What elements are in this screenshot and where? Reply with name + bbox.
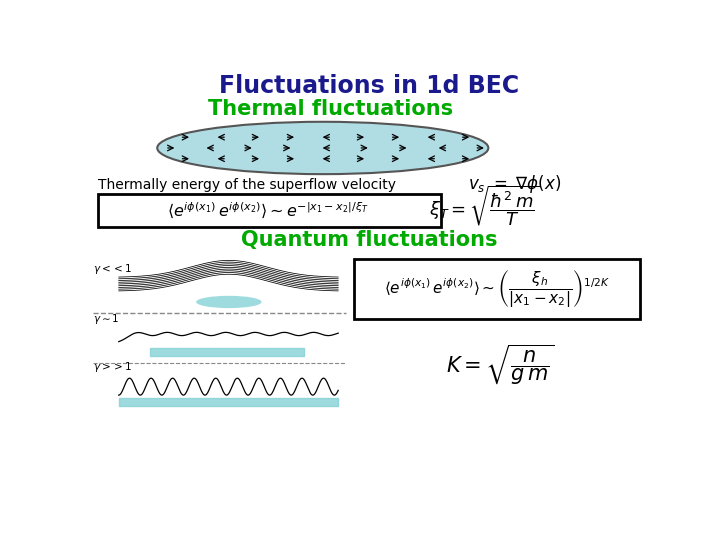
Text: $v_s \ = \ \nabla\phi(x)$: $v_s \ = \ \nabla\phi(x)$ [467,173,561,195]
Bar [354,259,640,319]
Text: Quantum fluctuations: Quantum fluctuations [240,231,498,251]
Text: $\gamma >> 1$: $\gamma >> 1$ [94,360,132,374]
Text: $K = \sqrt{\dfrac{n}{g\,m}}$: $K = \sqrt{\dfrac{n}{g\,m}}$ [446,343,554,387]
Text: $\gamma << 1$: $\gamma << 1$ [94,262,132,276]
Text: $\langle e^{i\phi(x_1)}\, e^{i\phi(x_2)} \rangle \sim e^{-|x_1-x_2|/\xi_T}$: $\langle e^{i\phi(x_1)}\, e^{i\phi(x_2)}… [166,200,368,220]
Text: $\gamma \sim 1$: $\gamma \sim 1$ [94,312,120,326]
Text: $\xi_T = \sqrt{\dfrac{\hbar^2\, m}{T}}$: $\xi_T = \sqrt{\dfrac{\hbar^2\, m}{T}}$ [429,184,540,228]
Ellipse shape [196,296,261,308]
Ellipse shape [157,122,488,174]
Text: Thermally energy of the superflow velocity: Thermally energy of the superflow veloci… [98,178,396,192]
Text: $\langle e^{i\phi(x_1)}\, e^{i\phi(x_2)} \rangle \sim \left(\dfrac{\xi_h}{|x_1-x: $\langle e^{i\phi(x_1)}\, e^{i\phi(x_2)}… [384,268,610,309]
Text: Thermal fluctuations: Thermal fluctuations [208,99,453,119]
Text: Fluctuations in 1d BEC: Fluctuations in 1d BEC [219,75,519,98]
Bar [98,194,441,226]
